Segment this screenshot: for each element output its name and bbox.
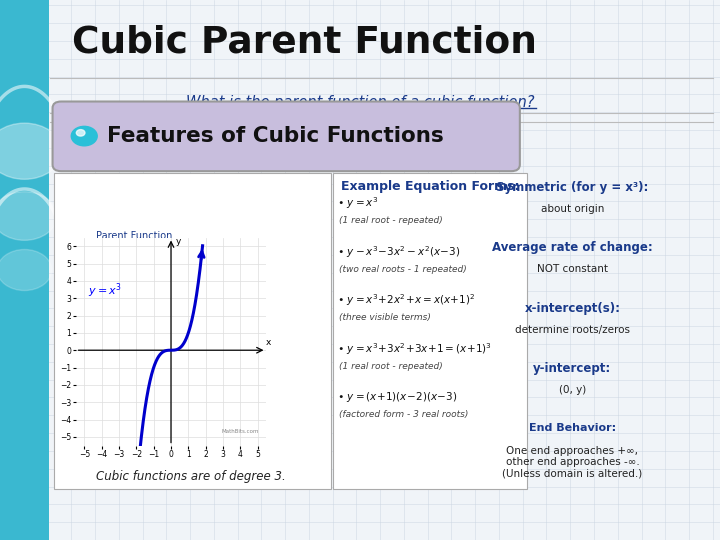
Text: One end approaches +∞,
other end approaches -∞.
(Unless domain is altered.): One end approaches +∞, other end approac…	[503, 446, 642, 478]
Text: $y = x^3$: $y = x^3$	[88, 281, 122, 300]
FancyBboxPatch shape	[53, 102, 520, 171]
Text: (1 real root - repeated): (1 real root - repeated)	[339, 216, 443, 225]
Text: Average rate of change:: Average rate of change:	[492, 241, 653, 254]
Text: $\bullet\ y = x^3\!+\!2x^2\!+\!x = x(x\!+\!1)^2$: $\bullet\ y = x^3\!+\!2x^2\!+\!x = x(x\!…	[337, 293, 475, 308]
Text: $\bullet\ y - x^3\!-\!3x^2 - x^2(x\!-\!3)$: $\bullet\ y - x^3\!-\!3x^2 - x^2(x\!-\!3…	[337, 244, 460, 260]
Text: $\bullet\ y = x^3$: $\bullet\ y = x^3$	[337, 195, 379, 211]
FancyBboxPatch shape	[0, 0, 49, 540]
Text: x: x	[266, 338, 271, 347]
Text: (1 real root - repeated): (1 real root - repeated)	[339, 362, 443, 371]
Text: (0, y): (0, y)	[559, 385, 586, 395]
Text: (two real roots - 1 repeated): (two real roots - 1 repeated)	[339, 265, 467, 274]
Text: Example Equation Forms:: Example Equation Forms:	[341, 180, 519, 193]
Text: Features of Cubic Functions: Features of Cubic Functions	[107, 126, 444, 146]
Text: Cubic functions are of degree 3.: Cubic functions are of degree 3.	[96, 470, 286, 483]
Text: (three visible terms): (three visible terms)	[339, 313, 431, 322]
Text: about origin: about origin	[541, 204, 604, 214]
Text: $\bullet\ y = (x\!+\!1)(x\!-\!2)(x\!-\!3)$: $\bullet\ y = (x\!+\!1)(x\!-\!2)(x\!-\!3…	[337, 390, 457, 404]
Circle shape	[71, 126, 97, 146]
Circle shape	[0, 123, 62, 179]
Text: NOT constant: NOT constant	[537, 264, 608, 274]
Text: $\bullet\ y = x^3\!+\!3x^2\!+\!3x\!+\!1=(x\!+\!1)^3$: $\bullet\ y = x^3\!+\!3x^2\!+\!3x\!+\!1=…	[337, 341, 492, 357]
Text: What is the parent function of a cubic function?: What is the parent function of a cubic f…	[186, 94, 534, 110]
Text: y: y	[176, 237, 181, 246]
Text: (factored form - 3 real roots): (factored form - 3 real roots)	[339, 410, 469, 420]
Circle shape	[76, 130, 85, 136]
Text: y-intercept:: y-intercept:	[534, 362, 611, 375]
Text: determine roots/zeros: determine roots/zeros	[515, 325, 630, 335]
Text: Cubic Parent Function: Cubic Parent Function	[72, 24, 537, 60]
Text: x-intercept(s):: x-intercept(s):	[524, 302, 621, 315]
Text: Symmetric (for y = x³):: Symmetric (for y = x³):	[496, 181, 649, 194]
Text: End Behavior:: End Behavior:	[528, 423, 616, 433]
FancyBboxPatch shape	[333, 173, 527, 489]
Text: Parent Function: Parent Function	[96, 231, 172, 241]
FancyBboxPatch shape	[54, 173, 331, 489]
Circle shape	[0, 249, 52, 291]
Text: MathBits.com: MathBits.com	[222, 429, 259, 434]
Circle shape	[0, 192, 57, 240]
